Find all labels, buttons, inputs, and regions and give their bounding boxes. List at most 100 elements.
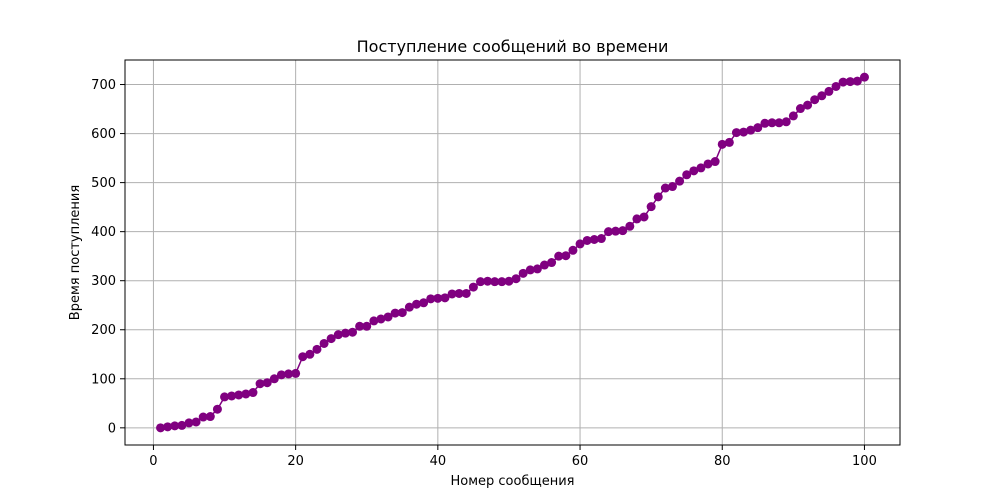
data-point [724,137,734,147]
data-point [859,72,869,82]
data-point [312,344,322,354]
data-point [838,77,848,87]
data-point [788,111,798,121]
data-point [490,277,500,287]
data-point [433,293,443,303]
data-point [639,212,649,222]
y-axis-label: Время поступления [68,185,83,320]
y-tick-label: 400 [91,225,116,240]
data-point [205,412,215,422]
data-point [319,338,329,348]
data-point [568,245,578,255]
data-point [212,404,222,414]
data-point [817,91,827,101]
data-point [539,260,549,270]
data-point [831,81,841,91]
data-point [305,349,315,359]
data-point [660,183,670,193]
data-point [383,312,393,322]
data-point [696,163,706,173]
data-points [156,72,869,433]
data-point [262,378,272,388]
data-point [248,388,258,398]
y-axis-ticks: 0 100 200 300 400 500 600 700 [91,78,125,436]
x-tick-label: 60 [572,454,589,469]
data-point [397,308,407,318]
data-point [774,118,784,128]
data-point [497,277,507,287]
data-point [795,104,805,114]
y-tick-label: 100 [91,372,116,387]
data-point [483,276,493,286]
data-point [234,390,244,400]
y-tick-label: 600 [91,127,116,142]
data-point [547,258,557,268]
data-point [326,334,336,344]
x-tick-label: 20 [287,454,304,469]
data-point [177,420,187,430]
data-point [227,391,237,401]
y-tick-label: 500 [91,176,116,191]
data-point [582,235,592,245]
data-point [291,368,301,378]
data-point [632,214,642,224]
data-point [653,192,663,202]
y-tick-label: 300 [91,274,116,289]
data-point [760,118,770,128]
data-point [504,276,514,286]
x-tick-label: 0 [149,454,157,469]
data-point [689,166,699,176]
data-point [461,288,471,298]
data-point [269,374,279,384]
data-point [682,170,692,180]
data-point [646,202,656,212]
data-point [703,159,713,169]
data-point [824,86,834,96]
data-point [163,422,173,432]
data-point [618,226,628,236]
data-point [348,327,358,337]
data-point [241,389,251,399]
data-point [184,418,194,428]
x-axis-label: Номер сообщения [450,474,574,489]
x-tick-label: 100 [852,454,877,469]
data-point [554,251,564,261]
data-point [156,423,166,433]
chart-title: Поступление сообщений во времени [357,37,669,56]
data-point [575,239,585,249]
data-point [810,95,820,105]
data-point [440,293,450,303]
y-tick-label: 0 [108,421,116,436]
data-point [404,302,414,312]
x-axis-ticks: 0 20 40 60 80 100 [149,445,877,469]
data-point [340,328,350,338]
x-tick-label: 80 [714,454,731,469]
data-point [710,157,720,167]
data-point [781,117,791,127]
data-point [596,234,606,244]
data-point [803,100,813,110]
data-point [675,176,685,186]
data-point [518,268,528,278]
data-point [603,227,613,237]
data-point [611,226,621,236]
data-point [739,127,749,137]
grid-lines [125,60,900,445]
data-point [298,352,308,362]
data-point [426,294,436,304]
data-point [746,125,756,135]
data-point [355,321,365,331]
data-point [845,77,855,87]
data-point [767,118,777,128]
data-point [412,299,422,309]
data-point [852,76,862,86]
data-point [731,128,741,138]
data-point [447,289,457,299]
data-point [284,369,294,379]
data-point [255,379,265,389]
data-point [170,421,180,431]
data-point [419,298,429,308]
y-tick-label: 700 [91,78,116,93]
